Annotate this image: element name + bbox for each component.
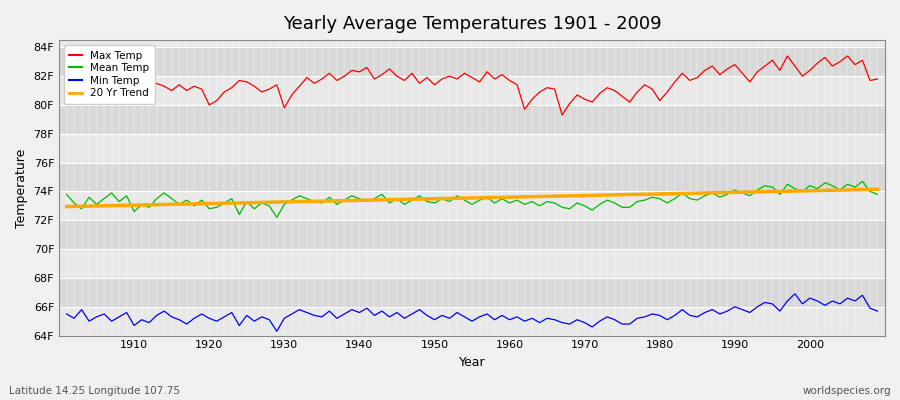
Text: worldspecies.org: worldspecies.org <box>803 386 891 396</box>
Bar <box>59 134 885 163</box>
Bar <box>59 307 885 336</box>
Bar <box>59 192 885 220</box>
Text: Latitude 14.25 Longitude 107.75: Latitude 14.25 Longitude 107.75 <box>9 386 180 396</box>
Bar <box>59 47 885 76</box>
Title: Yearly Average Temperatures 1901 - 2009: Yearly Average Temperatures 1901 - 2009 <box>283 15 662 33</box>
Bar <box>59 105 885 134</box>
Legend: Max Temp, Mean Temp, Min Temp, 20 Yr Trend: Max Temp, Mean Temp, Min Temp, 20 Yr Tre… <box>64 45 155 104</box>
Y-axis label: Temperature: Temperature <box>15 148 28 228</box>
Bar <box>59 278 885 307</box>
Bar <box>59 76 885 105</box>
Bar <box>59 249 885 278</box>
Bar <box>59 163 885 192</box>
Bar <box>59 220 885 249</box>
Bar <box>59 40 885 47</box>
X-axis label: Year: Year <box>459 356 485 369</box>
